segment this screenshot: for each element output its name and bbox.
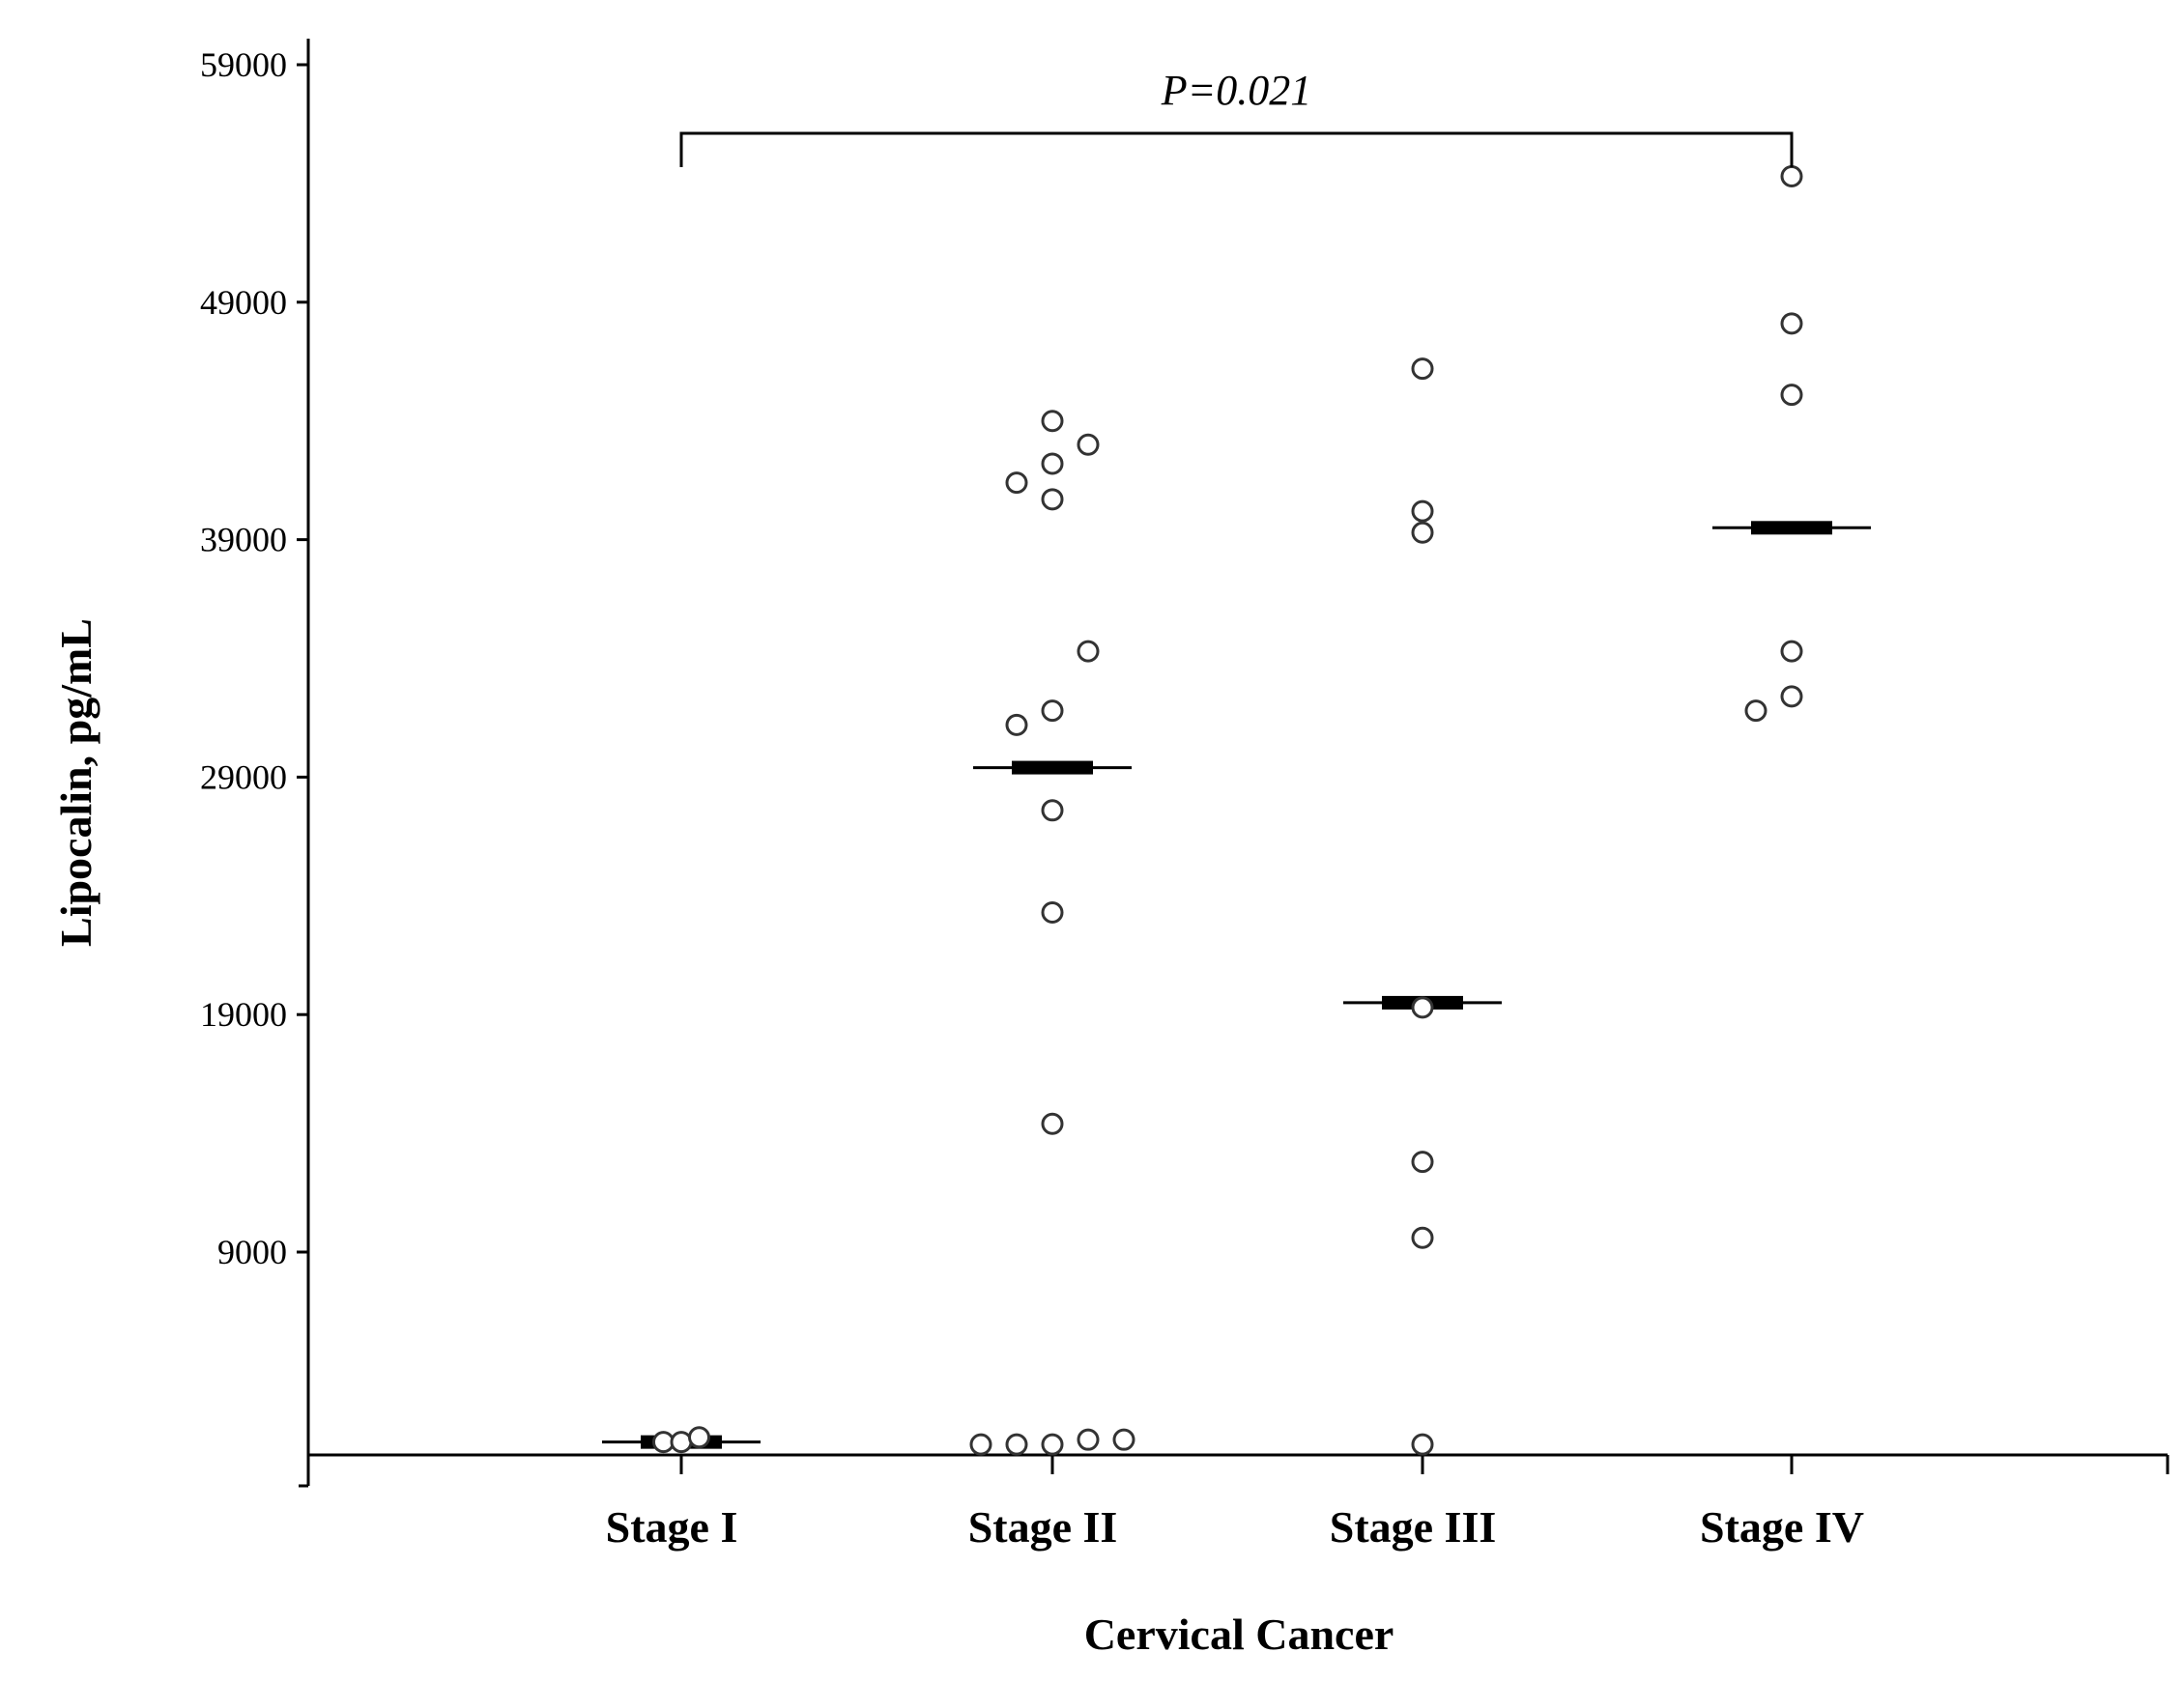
y-tick-label: 19000 [200,995,287,1034]
x-axis-title: Cervical Cancer [1084,1610,1394,1659]
data-point [1411,499,1434,523]
data-point [1005,471,1028,495]
data-point [1077,640,1100,663]
x-tick-label: Stage I [606,1502,738,1552]
data-point [1780,640,1803,663]
significance-bracket [679,131,1794,167]
data-point [1041,1112,1064,1135]
data-point [1041,452,1064,475]
data-point [1005,713,1028,736]
data-point [688,1426,710,1449]
data-point [1780,165,1803,188]
data-point [1112,1428,1135,1451]
data-points [652,165,1803,1456]
y-tick-label: 39000 [200,521,287,559]
data-point [1780,384,1803,407]
y-tick-label: 49000 [200,283,287,322]
data-point [1041,901,1064,925]
data-point [1077,433,1100,456]
data-point [1041,488,1064,511]
data-point [1411,521,1434,544]
x-tick-label: Stage II [968,1502,1118,1552]
medians [602,521,1871,1449]
y-tick-label: 29000 [200,757,287,796]
median-marker [1751,521,1832,535]
x-tick-label: Stage III [1330,1502,1497,1552]
data-point [969,1433,992,1456]
x-ticks: Stage I Stage II Stage III Stage IV [606,1455,2170,1552]
data-point [1411,1151,1434,1174]
data-point [1077,1428,1100,1451]
data-point [1005,1433,1028,1456]
data-point [1041,410,1064,433]
data-point [670,1431,693,1454]
data-point [1411,1226,1434,1249]
x-tick-label: Stage IV [1700,1502,1864,1552]
data-point [1780,685,1803,708]
data-point [1411,1433,1434,1456]
axes [299,39,2168,1488]
p-value-label: P=0.021 [1161,67,1312,114]
y-ticks: 59000 49000 39000 29000 19000 9000 [200,45,308,1271]
data-point [1411,357,1434,381]
data-point [1744,699,1767,723]
data-point [1041,1433,1064,1456]
median-marker [1012,760,1093,775]
annotations: P=0.021 [679,67,1794,167]
data-point [1041,799,1064,822]
y-axis-title: Lipocalin, pg/mL [51,618,101,947]
y-tick-label: 9000 [217,1233,287,1271]
y-tick-label: 59000 [200,45,287,84]
data-point [1411,996,1434,1019]
data-point [1780,312,1803,335]
data-point [1041,699,1064,723]
